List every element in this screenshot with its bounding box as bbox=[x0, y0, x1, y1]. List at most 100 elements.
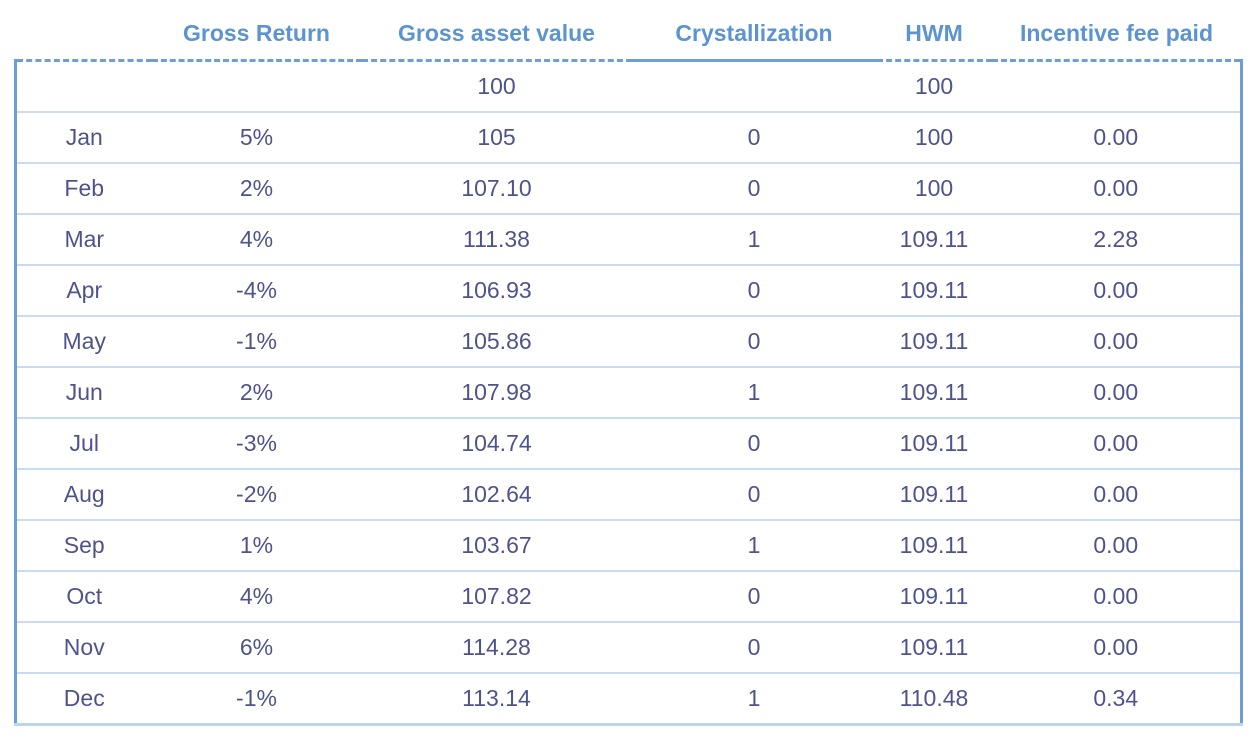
table-row: Jun 2% 107.98 1 109.11 0.00 bbox=[14, 366, 1243, 418]
col-header-gross-return: Gross Return bbox=[151, 12, 362, 62]
cell-month: Oct bbox=[14, 570, 152, 622]
cell-gross-return: 5% bbox=[151, 111, 362, 163]
cell-month: Mar bbox=[14, 213, 152, 265]
cell-gross-asset-value: 100 bbox=[477, 73, 516, 99]
cell-crystallization: 1 bbox=[631, 672, 877, 726]
cell-crystallization: 1 bbox=[631, 213, 877, 265]
table-row: May -1% 105.86 0 109.11 0.00 bbox=[14, 315, 1243, 367]
cell-hwm: 109.11 bbox=[876, 264, 992, 316]
col-header-month bbox=[15, 12, 152, 62]
cell-incentive-fee-paid: 0.00 bbox=[991, 366, 1243, 418]
table-row: 100 100 bbox=[14, 60, 1243, 113]
cell-gross-return: 4% bbox=[151, 570, 362, 622]
table-row: Oct 4% 107.82 0 109.11 0.00 bbox=[14, 570, 1243, 622]
cell-gross-return: -1% bbox=[151, 672, 362, 726]
cell-hwm: 100 bbox=[876, 111, 992, 163]
cell-hwm: 110.48 bbox=[876, 672, 992, 726]
cell-gross-return: 4% bbox=[151, 213, 362, 265]
cell-hwm: 100 bbox=[914, 73, 954, 99]
table-row: Dec -1% 113.14 1 110.48 0.34 bbox=[14, 672, 1243, 726]
cell-gross-return: 6% bbox=[151, 621, 362, 673]
col-header-gross-asset-value: Gross asset value bbox=[361, 12, 632, 62]
cell-incentive-fee-paid: 0.00 bbox=[991, 162, 1243, 214]
cell-month: Nov bbox=[14, 621, 152, 673]
table-row: Jan 5% 105 0 100 0.00 bbox=[14, 111, 1243, 163]
cell-crystallization: 0 bbox=[631, 621, 877, 673]
incentive-fee-table: Gross Return Gross asset value Crystalli… bbox=[14, 12, 1243, 726]
col-header-hwm: HWM bbox=[876, 12, 992, 62]
cell-gross-asset-value: 107.10 bbox=[361, 162, 632, 214]
cell-hwm: 109.11 bbox=[876, 570, 992, 622]
cell-gross-asset-value: 105.86 bbox=[361, 315, 632, 367]
cell-hwm: 109.11 bbox=[876, 315, 992, 367]
table-body: 100 100 Jan 5% 105 0 100 0.00 Feb 2% 107… bbox=[14, 60, 1243, 726]
cell-incentive-fee-paid: 2.28 bbox=[991, 213, 1243, 265]
cell-crystallization: 0 bbox=[631, 264, 877, 316]
cell-month: Feb bbox=[14, 162, 152, 214]
cell-incentive-fee-paid: 0.00 bbox=[991, 417, 1243, 469]
cell-hwm: 109.11 bbox=[876, 213, 992, 265]
cell-crystallization: 1 bbox=[631, 366, 877, 418]
cell-incentive-fee-paid: 0.00 bbox=[991, 570, 1243, 622]
cell-month: Aug bbox=[14, 468, 152, 520]
cell-incentive-fee-paid: 0.34 bbox=[991, 672, 1243, 726]
table-row: Jul -3% 104.74 0 109.11 0.00 bbox=[14, 417, 1243, 469]
cell-incentive-fee-paid bbox=[991, 60, 1243, 112]
cell-gross-return: -4% bbox=[151, 264, 362, 316]
cell-gross-asset-value: 111.38 bbox=[361, 213, 632, 265]
table-row: Apr -4% 106.93 0 109.11 0.00 bbox=[14, 264, 1243, 316]
cell-gross-return: -2% bbox=[151, 468, 362, 520]
cell-incentive-fee-paid: 0.00 bbox=[991, 111, 1243, 163]
table-row: Aug -2% 102.64 0 109.11 0.00 bbox=[14, 468, 1243, 520]
cell-gross-asset-value: 107.82 bbox=[361, 570, 632, 622]
cell-incentive-fee-paid: 0.00 bbox=[991, 264, 1243, 316]
cell-gross-asset-value: 103.67 bbox=[361, 519, 632, 571]
cell-month: Dec bbox=[14, 672, 152, 726]
cell-gross-asset-value: 105 bbox=[361, 111, 632, 163]
table-header: Gross Return Gross asset value Crystalli… bbox=[15, 12, 1242, 62]
cell-hwm: 100 bbox=[876, 162, 992, 214]
col-header-crystallization: Crystallization bbox=[631, 12, 877, 62]
table-row: Feb 2% 107.10 0 100 0.00 bbox=[14, 162, 1243, 214]
cell-gross-asset-value: 113.14 bbox=[361, 672, 632, 726]
cell-month: Sep bbox=[14, 519, 152, 571]
cell-gross-asset-value: 107.98 bbox=[361, 366, 632, 418]
cell-gross-asset-value: 104.74 bbox=[361, 417, 632, 469]
cell-month: Jul bbox=[14, 417, 152, 469]
cell-gross-asset-value: 106.93 bbox=[361, 264, 632, 316]
cell-crystallization bbox=[632, 61, 877, 113]
cell-hwm: 109.11 bbox=[876, 468, 992, 520]
table-row: Mar 4% 111.38 1 109.11 2.28 bbox=[14, 213, 1243, 265]
cell-incentive-fee-paid: 0.00 bbox=[991, 519, 1243, 571]
cell-crystallization: 0 bbox=[631, 111, 877, 163]
cell-hwm: 109.11 bbox=[876, 519, 992, 571]
cell-incentive-fee-paid: 0.00 bbox=[991, 315, 1243, 367]
cell-gross-return: -3% bbox=[151, 417, 362, 469]
cell-crystallization: 1 bbox=[631, 519, 877, 571]
cell-crystallization: 0 bbox=[631, 162, 877, 214]
cell-hwm: 109.11 bbox=[876, 621, 992, 673]
cell-gross-return bbox=[152, 61, 362, 113]
header-row: Gross Return Gross asset value Crystalli… bbox=[15, 12, 1242, 62]
cell-month: Apr bbox=[14, 264, 152, 316]
cell-gross-return: -1% bbox=[151, 315, 362, 367]
cell-incentive-fee-paid: 0.00 bbox=[991, 621, 1243, 673]
cell-hwm: 109.11 bbox=[876, 417, 992, 469]
cell-gross-return: 2% bbox=[151, 366, 362, 418]
cell-incentive-fee-paid: 0.00 bbox=[991, 468, 1243, 520]
cell-crystallization: 0 bbox=[631, 468, 877, 520]
cell-month: May bbox=[14, 315, 152, 367]
cell-crystallization: 0 bbox=[631, 417, 877, 469]
cell-gross-return: 1% bbox=[151, 519, 362, 571]
cell-crystallization: 0 bbox=[631, 570, 877, 622]
cell-gross-asset-value: 114.28 bbox=[361, 621, 632, 673]
cell-month: Jun bbox=[14, 366, 152, 418]
cell-month: Jan bbox=[14, 111, 152, 163]
col-header-incentive-fee-paid: Incentive fee paid bbox=[991, 12, 1242, 62]
cell-gross-return: 2% bbox=[151, 162, 362, 214]
table-row: Sep 1% 103.67 1 109.11 0.00 bbox=[14, 519, 1243, 571]
cell-month bbox=[14, 60, 152, 112]
cell-gross-asset-value: 102.64 bbox=[361, 468, 632, 520]
cell-crystallization: 0 bbox=[631, 315, 877, 367]
table-row: Nov 6% 114.28 0 109.11 0.00 bbox=[14, 621, 1243, 673]
